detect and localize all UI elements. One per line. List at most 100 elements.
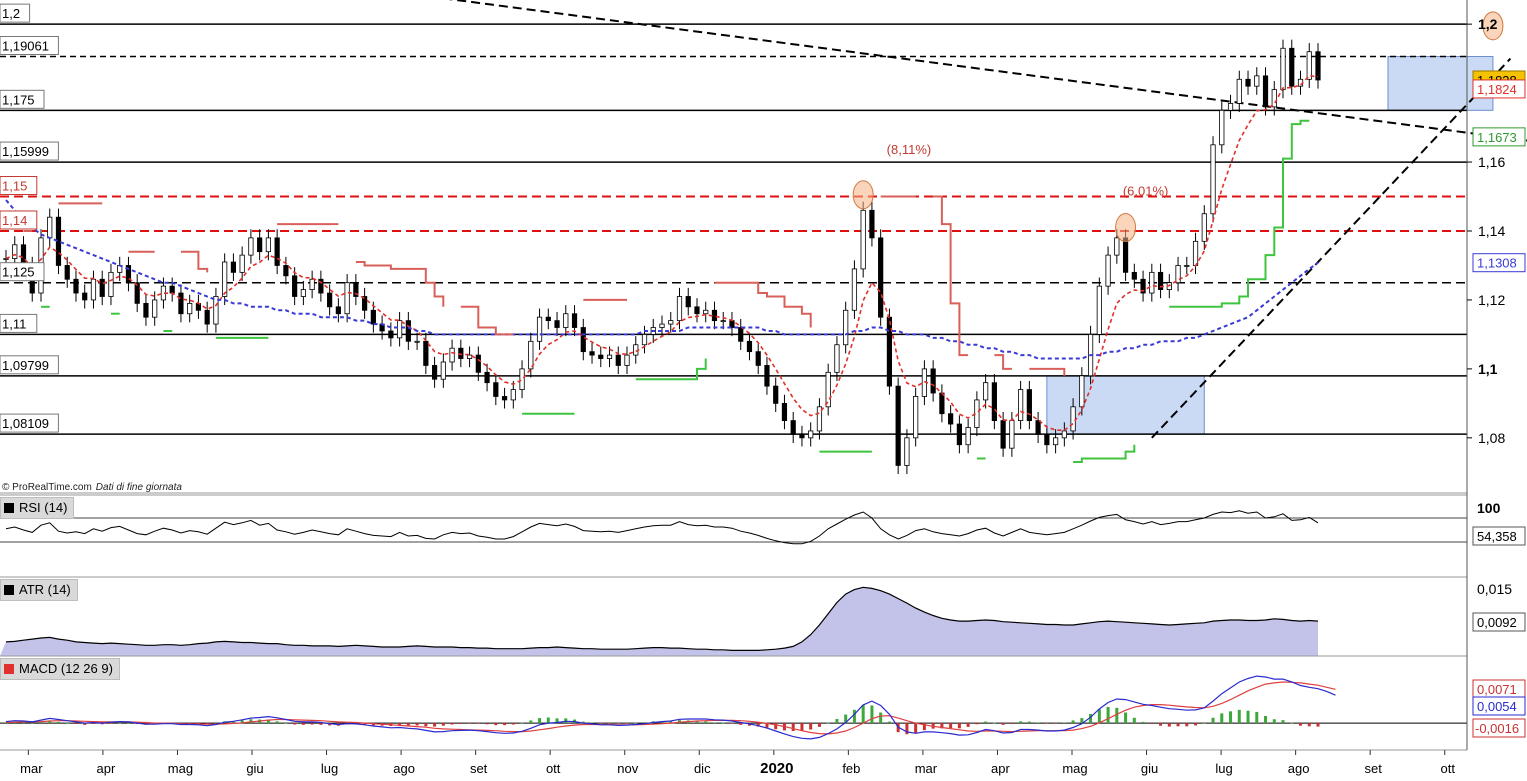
candle-body xyxy=(204,309,210,325)
macd-histogram-bar xyxy=(363,723,367,725)
macd-title[interactable]: MACD (12 26 9) xyxy=(0,658,120,680)
level-label-box xyxy=(0,176,38,196)
trailing-stop-green xyxy=(1169,119,1310,308)
labels: 1,2 1,19061 1,175 1,15999 1,15 1,14 1,125 1,11 1… xyxy=(0,3,1526,738)
candle-body xyxy=(825,371,831,408)
candle-body xyxy=(12,244,18,259)
candle-body xyxy=(536,316,543,342)
candle-body xyxy=(799,433,805,439)
macd-histogram-bar xyxy=(1167,723,1171,727)
candle-body xyxy=(1114,237,1120,256)
candle-body xyxy=(466,354,473,359)
candle-body xyxy=(1018,389,1024,422)
candle-body xyxy=(309,278,315,290)
candle-body xyxy=(991,382,997,422)
candle-body xyxy=(64,265,70,280)
candle-body xyxy=(624,354,630,366)
macd-histogram-bar xyxy=(1141,721,1145,724)
macd-hist-value: -0,0016 xyxy=(1475,721,1519,736)
candle-body xyxy=(720,320,726,323)
candle-body xyxy=(834,344,840,373)
macd-panel[interactable] xyxy=(0,675,1467,740)
candle-body xyxy=(711,309,718,322)
x-tick-label: ago xyxy=(393,761,415,776)
macd-histogram-bar xyxy=(1010,723,1014,724)
macd-signal-line xyxy=(5,681,1336,735)
macd-histogram-bar xyxy=(424,723,428,727)
macd-histogram-bar xyxy=(65,723,69,724)
macd-histogram-bar xyxy=(765,723,769,728)
rsi-title-text: RSI (14) xyxy=(19,500,68,515)
candle-body xyxy=(615,354,621,366)
x-tick-label: 2020 xyxy=(760,760,793,777)
peak-highlight xyxy=(1482,11,1504,41)
peak-highlight xyxy=(852,180,874,210)
level-label-box xyxy=(0,313,38,333)
candle-body xyxy=(510,389,516,401)
last-sma-badge: 1,1308 xyxy=(1477,256,1517,271)
last-stop-badge-box xyxy=(1472,127,1526,147)
level-label-box xyxy=(0,210,38,230)
candle-body xyxy=(1061,430,1067,439)
macd-histogram-bar xyxy=(756,723,760,727)
macd-histogram-bar xyxy=(1089,713,1093,724)
macd-histogram-bar xyxy=(1299,723,1303,726)
x-tick-label: feb xyxy=(842,761,860,776)
macd-histogram-bar xyxy=(599,723,603,724)
candle-body xyxy=(1227,103,1234,111)
macd-title-text: MACD (12 26 9) xyxy=(19,661,113,676)
peak-highlight xyxy=(1115,213,1137,243)
macd-histogram-bar xyxy=(949,723,953,729)
macd-histogram-bar xyxy=(275,721,279,724)
candle-body xyxy=(1236,78,1242,104)
candle-body xyxy=(1306,51,1312,80)
candle-body xyxy=(965,427,971,446)
macd-histogram-bar xyxy=(1255,711,1259,724)
candle-body xyxy=(913,396,919,439)
price-panel[interactable] xyxy=(0,0,1527,439)
macd-histogram-bar xyxy=(555,718,559,724)
candle-body xyxy=(983,382,989,401)
candle-body xyxy=(668,320,674,325)
atr-panel[interactable]: 0,015 xyxy=(0,581,1512,656)
trailing-stop-red xyxy=(355,261,445,307)
y-tick-label: 1,14 xyxy=(1478,223,1505,239)
candle-body xyxy=(606,354,613,359)
candle-body xyxy=(213,296,219,325)
macd-histogram-bar xyxy=(1106,706,1110,724)
candle-body xyxy=(449,347,455,363)
level-label-box xyxy=(0,36,59,56)
macd-histogram-bar xyxy=(616,723,620,724)
macd-histogram-bar xyxy=(712,722,716,724)
candle-body xyxy=(746,340,753,353)
y-tick-label: 1,2 xyxy=(1478,16,1498,32)
atr-title[interactable]: ATR (14) xyxy=(0,579,78,601)
candle-body xyxy=(501,396,508,401)
macd-histogram-bar xyxy=(476,723,480,724)
candle-body xyxy=(1000,420,1006,449)
rsi-value: 54,358 xyxy=(1477,529,1517,544)
candle-body xyxy=(73,278,79,294)
macd-histogram-bar xyxy=(1062,722,1066,724)
candle-body xyxy=(1053,437,1059,446)
macd-histogram-bar xyxy=(293,723,297,725)
x-tick-label: lug xyxy=(321,761,338,776)
rsi-panel[interactable]: 100 xyxy=(0,500,1501,545)
candle-body xyxy=(738,327,744,342)
atr-title-text: ATR (14) xyxy=(19,582,71,597)
x-tick-label: nov xyxy=(617,761,638,776)
macd-histogram-bar xyxy=(791,723,795,731)
x-tick-label: set xyxy=(470,761,488,776)
rsi-title[interactable]: RSI (14) xyxy=(0,497,75,519)
level-label: 1,125 xyxy=(2,265,35,280)
last-stop-badge: 1,1673 xyxy=(1477,130,1517,145)
macd-histogram-bar xyxy=(301,723,305,725)
macd-histogram-bar xyxy=(1290,722,1294,724)
candle-body xyxy=(405,320,411,342)
candle-body xyxy=(1157,271,1164,290)
candle-body xyxy=(571,313,578,328)
macd-histogram-bar xyxy=(1220,713,1224,724)
macd-histogram-bar xyxy=(721,722,725,724)
candle-body xyxy=(1070,406,1076,432)
macd-histogram-bar xyxy=(975,723,979,725)
